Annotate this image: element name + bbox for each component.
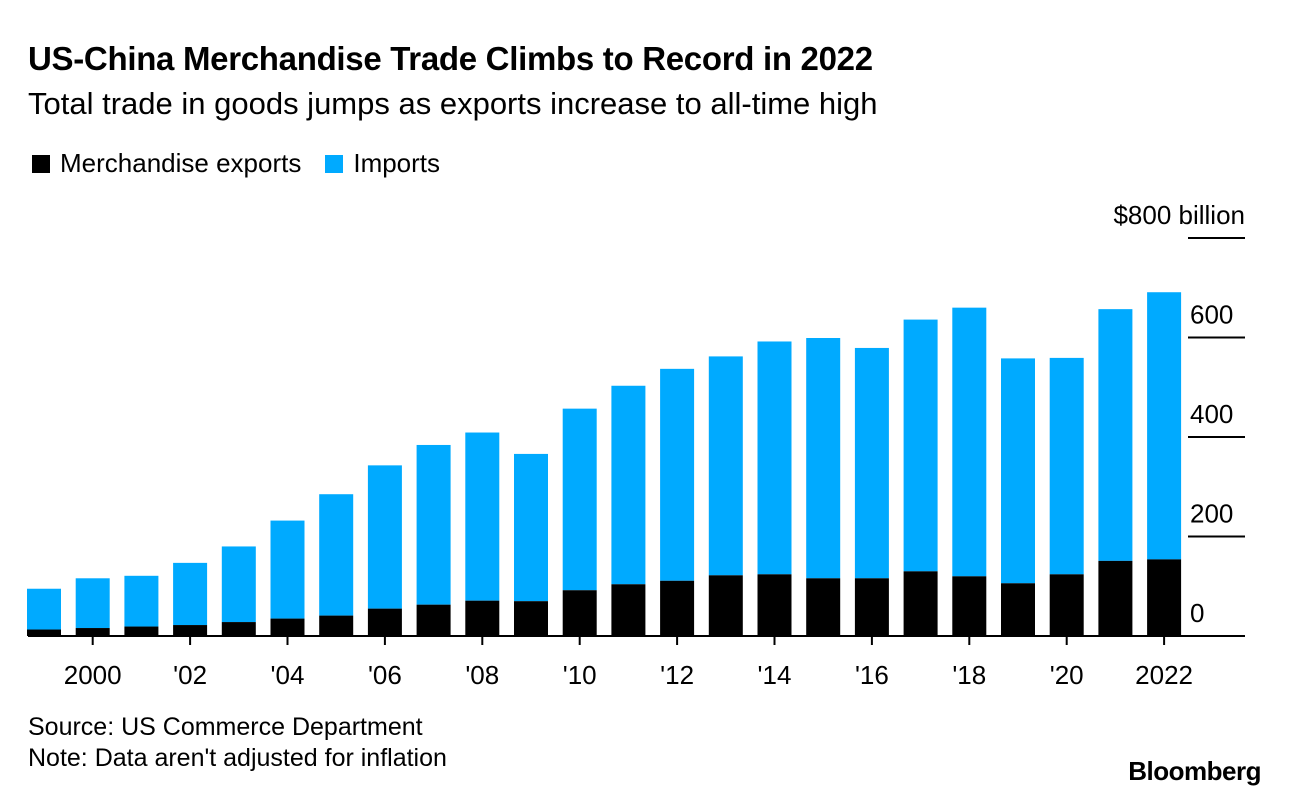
bar-imports — [952, 307, 987, 577]
bar-imports — [1001, 358, 1035, 584]
x-tick-label: '08 — [465, 660, 499, 690]
bar-exports — [367, 608, 402, 636]
bar-imports — [319, 494, 354, 616]
bar-exports — [319, 615, 354, 636]
legend-label-exports: Merchandise exports — [60, 148, 302, 178]
x-tick-label: '06 — [368, 660, 402, 690]
x-tick-label: 2022 — [1135, 660, 1193, 690]
x-tick-label: '02 — [173, 660, 207, 690]
legend: Merchandise exports Imports — [32, 148, 464, 179]
bar-imports — [611, 385, 646, 585]
bar-imports — [367, 465, 402, 609]
legend-item-imports: Imports — [325, 148, 440, 179]
inflation-note: Note: Data aren't adjusted for inflation — [28, 744, 447, 772]
bar-exports — [514, 601, 548, 636]
source-note: Source: US Commerce Department — [28, 713, 423, 741]
bar-imports — [708, 356, 743, 576]
y-tick-label: 400 — [1190, 399, 1233, 429]
bar-imports — [1147, 292, 1182, 560]
bar-imports — [124, 575, 159, 627]
y-tick-label: 0 — [1190, 598, 1204, 628]
legend-label-imports: Imports — [353, 148, 441, 178]
bar-imports — [270, 520, 305, 619]
bloomberg-logo: Bloomberg — [1128, 756, 1261, 786]
bar-exports — [757, 574, 792, 636]
bar-exports — [1098, 560, 1133, 636]
bar-imports — [562, 408, 597, 591]
legend-item-exports: Merchandise exports — [32, 148, 301, 179]
bar-imports — [1098, 309, 1133, 561]
x-tick-label: '10 — [563, 660, 597, 690]
x-tick-label: '12 — [660, 660, 694, 690]
bar-exports — [708, 575, 743, 636]
x-tick-label: 2000 — [64, 660, 122, 690]
legend-swatch-exports — [32, 154, 50, 173]
bar-exports — [611, 584, 646, 636]
x-tick-label: '04 — [271, 660, 305, 690]
bar-exports — [903, 571, 938, 636]
bar-exports — [562, 590, 597, 636]
bar-exports — [660, 580, 695, 636]
y-tick-label: 600 — [1190, 300, 1233, 330]
bar-exports — [952, 576, 987, 636]
chart-subtitle: Total trade in goods jumps as exports in… — [28, 86, 878, 121]
chart-title: US-China Merchandise Trade Climbs to Rec… — [28, 40, 873, 77]
x-tick-label: '14 — [758, 660, 792, 690]
bar-exports — [854, 578, 889, 636]
bar-exports — [124, 626, 159, 636]
bar-exports — [806, 578, 841, 636]
y-tick-label: 200 — [1190, 499, 1233, 529]
bar-exports — [1147, 559, 1182, 636]
x-tick-label: '20 — [1050, 660, 1084, 690]
legend-swatch-imports — [325, 154, 344, 173]
bar-imports — [757, 341, 792, 575]
bar-imports — [27, 588, 61, 630]
bar-exports — [1049, 574, 1084, 636]
bar-imports — [221, 546, 256, 623]
bar-exports — [75, 628, 110, 636]
bar-exports — [27, 629, 61, 636]
bar-imports — [806, 337, 841, 579]
bar-exports — [270, 618, 305, 636]
bar-exports — [173, 625, 208, 636]
x-tick-label: '18 — [952, 660, 986, 690]
x-tick-label: '16 — [855, 660, 889, 690]
bar-imports — [75, 578, 110, 629]
bar-exports — [416, 604, 451, 636]
bar-imports — [465, 432, 500, 601]
bar-imports — [1049, 357, 1084, 575]
bar-exports — [221, 622, 256, 636]
bar-imports — [903, 319, 938, 572]
bar-imports — [416, 444, 451, 605]
y-tick-label: $800 billion — [1113, 200, 1245, 230]
footnotes: Source: US Commerce Department Note: Dat… — [28, 712, 447, 774]
bar-imports — [854, 347, 889, 579]
bar-exports — [1001, 583, 1035, 636]
bar-imports — [660, 368, 695, 581]
bar-imports — [514, 453, 548, 602]
bar-imports — [173, 562, 208, 626]
bar-exports — [465, 600, 500, 636]
